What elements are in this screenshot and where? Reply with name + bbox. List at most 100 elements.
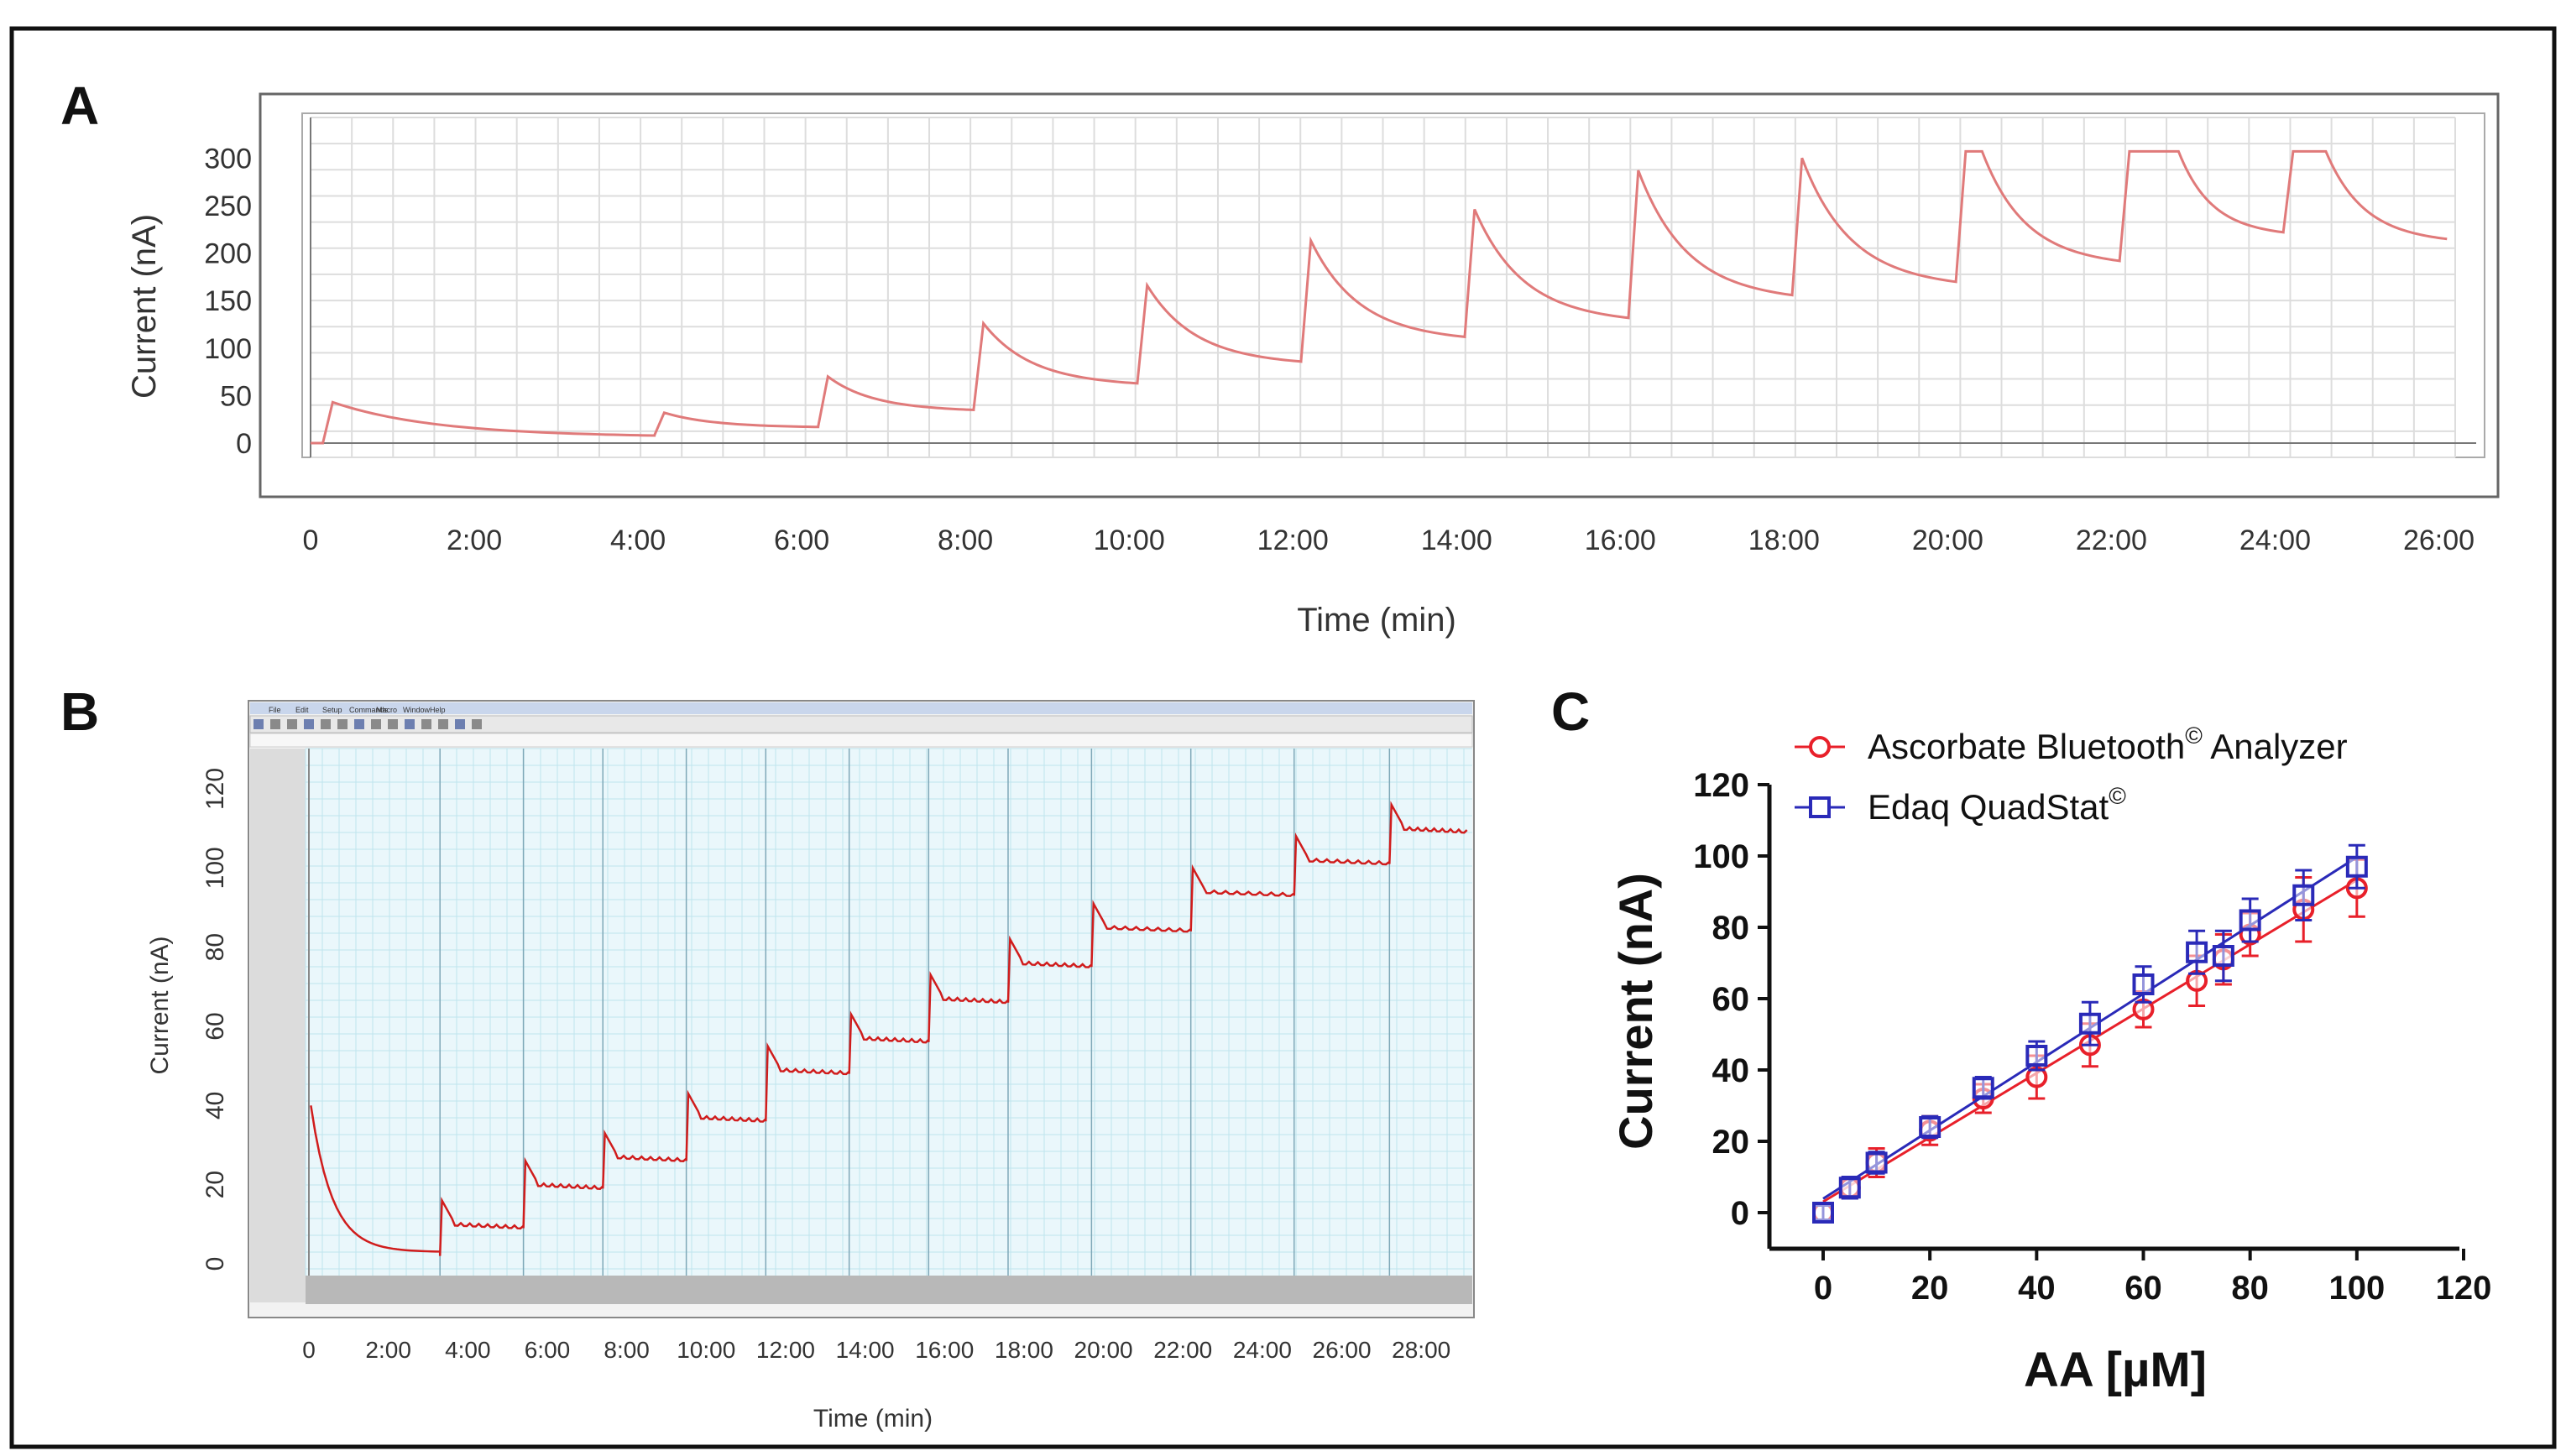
- panel-b-toolbar-icon: [371, 719, 381, 729]
- panel-a-x-tick-label: 24:00: [2239, 524, 2311, 556]
- panel-c-y-ticks: 0 20 40 60 80 100 120: [1693, 767, 1769, 1232]
- panel-b-toolbar-icon: [472, 719, 482, 729]
- panel-a-y-axis-label: Current (nA): [126, 214, 163, 399]
- panel-a-current-trace: [311, 149, 2448, 445]
- panel-b-x-tick-label: 2:00: [365, 1337, 411, 1363]
- panel-c-y-tick-label: 40: [1712, 1052, 1750, 1089]
- panel-b-x-tick-label: 18:00: [995, 1337, 1053, 1363]
- panel-b-x-tick-label: 6:00: [525, 1337, 571, 1363]
- panel-a-x-axis-label: Time (min): [1297, 602, 1456, 639]
- panel-c-x-tick-label: 60: [2124, 1270, 2162, 1307]
- panel-a-y-tick-label: 100: [204, 333, 252, 365]
- panel-b-y-axis-label: Current (nA): [146, 936, 174, 1074]
- panel-a-y-tick-label: 200: [204, 238, 252, 270]
- panel-c-point: [1865, 1151, 1888, 1174]
- panel-c-legend-copyright: ©: [2109, 783, 2126, 809]
- panel-c-point: [1812, 1202, 1834, 1224]
- panel-b-y-tick-label: 0: [201, 1257, 229, 1271]
- panel-c-x-tick-label: 120: [2436, 1270, 2492, 1307]
- panel-b-titlebar: [250, 702, 1472, 714]
- panel-c-legend-label: Ascorbate Bluetooth© Analyzer: [1868, 723, 2348, 766]
- panel-b-toolbar-icon: [438, 719, 448, 729]
- panel-b-y-tick-label: 100: [201, 847, 229, 889]
- panel-c-point: [2078, 1012, 2101, 1035]
- panel-b-y-tick-label: 120: [201, 768, 229, 810]
- panel-b-x-tick-label: 16:00: [915, 1337, 974, 1363]
- panel-c-point: [2132, 973, 2155, 995]
- panel-c-point: [2025, 1045, 2048, 1067]
- panel-b-toolbar: [249, 715, 1473, 733]
- panel-c-legend-name: Ascorbate Bluetooth: [1868, 727, 2185, 766]
- panel-b-toolbar-icons: [253, 719, 482, 729]
- panel-b-grid: [305, 748, 1472, 1276]
- panel-b-x-tick-label: 20:00: [1074, 1337, 1133, 1363]
- panel-c-legend-marker: [1809, 736, 1831, 758]
- panel-a-y-tick-label: 50: [220, 380, 252, 412]
- panel-a-x-tick-label: 22:00: [2076, 524, 2147, 556]
- panel-b-x-tick-label: 12:00: [756, 1337, 815, 1363]
- panel-c-point: [2239, 909, 2261, 932]
- panel-a-y-tick-label: 0: [236, 428, 252, 460]
- panel-b-toolbar-icon: [354, 719, 364, 729]
- panel-c-x-tick-label: 40: [2018, 1270, 2056, 1307]
- panel-a-x-ticks: 0 2:00 4:00 6:00 8:00 10:00 12:00 14:00 16:00 18:…: [303, 524, 2475, 556]
- panel-b-menu-item: Help: [430, 706, 446, 714]
- panel-b-left-gutter: [250, 749, 306, 1302]
- panel-c-y-tick-label: 120: [1693, 767, 1749, 804]
- panel-b-y-tick-label: 40: [201, 1092, 229, 1119]
- panel-a-chart: 0 50 100 150 200 250 300 0 2:00 4:00 6:00 8:00 10:0…: [126, 92, 2500, 639]
- panel-b-current-trace: [310, 801, 1468, 1256]
- panel-b-toolbar-icon: [270, 719, 280, 729]
- panel-a-x-tick-label: 2:00: [447, 524, 502, 556]
- panel-a-y-tick-label: 250: [204, 190, 252, 222]
- panel-b-toolbar-icon: [388, 719, 398, 729]
- panel-a-x-tick-label: 6:00: [774, 524, 829, 556]
- panel-c-x-tick-label: 100: [2328, 1270, 2385, 1307]
- panel-c-point: [1972, 1077, 1994, 1099]
- panel-a-y-ticks: 0 50 100 150 200 250 300: [204, 143, 252, 460]
- panel-b-x-tick-label: 22:00: [1153, 1337, 1212, 1363]
- panel-a-y-tick-label: 150: [204, 285, 252, 317]
- panel-c-series: [1812, 843, 2368, 1224]
- panel-b-channel-bar: [249, 733, 1473, 748]
- panel-a-x-tick-label: 0: [303, 524, 319, 556]
- panel-b-x-tick-label: 8:00: [604, 1337, 650, 1363]
- panel-c-x-axis-label: AA [µM]: [2024, 1343, 2207, 1397]
- panel-c-y-tick-label: 60: [1712, 981, 1750, 1018]
- panel-a-x-tick-label: 16:00: [1585, 524, 1656, 556]
- panel-c-point: [2212, 945, 2234, 967]
- panel-b-y-ticks: 0 20 40 60 80 100 120: [201, 768, 229, 1271]
- panel-a-x-tick-label: 20:00: [1912, 524, 1983, 556]
- panel-b-y-tick-label: 60: [201, 1012, 229, 1040]
- panel-c-y-tick-label: 20: [1712, 1124, 1750, 1161]
- panel-b-toolbar-icon: [405, 719, 415, 729]
- panel-b-y-tick-label: 20: [201, 1171, 229, 1198]
- panel-a-x-tick-label: 10:00: [1094, 524, 1165, 556]
- panel-c-x-ticks: 0 20 40 60 80 100 120: [1814, 1249, 2492, 1307]
- panel-b-menu-item: Macro: [376, 706, 397, 714]
- panel-c-point: [1919, 1116, 1941, 1138]
- panel-a-plot-area: [301, 112, 2485, 458]
- panel-a-x-tick-label: 26:00: [2403, 524, 2475, 556]
- panel-c-y-tick-label: 100: [1693, 838, 1749, 875]
- panel-b-x-tick-label: 24:00: [1233, 1337, 1292, 1363]
- panel-a-x-tick-label: 14:00: [1421, 524, 1492, 556]
- panel-b-x-tick-label: 28:00: [1392, 1337, 1450, 1363]
- panel-c-legend-suffix: Analyzer: [2203, 727, 2348, 766]
- panel-b-toolbar-icon: [253, 719, 264, 729]
- panel-b-x-tick-label: 4:00: [445, 1337, 491, 1363]
- panel-a-grid: [310, 117, 2476, 458]
- panel-c-y-tick-label: 0: [1731, 1195, 1749, 1232]
- panel-c-y-tick-label: 80: [1712, 910, 1750, 947]
- panel-b-toolbar-icon: [421, 719, 431, 729]
- panel-b-x-tick-label: 0: [302, 1337, 316, 1363]
- panel-b-x-tick-label: 10:00: [677, 1337, 735, 1363]
- panel-a-x-tick-label: 18:00: [1748, 524, 1820, 556]
- panel-c-y-axis-label: Current (nA): [1609, 873, 1662, 1150]
- panel-b-menu-item: File: [269, 706, 281, 714]
- panel-c-point: [2345, 855, 2368, 878]
- panel-c-point: [2292, 884, 2315, 906]
